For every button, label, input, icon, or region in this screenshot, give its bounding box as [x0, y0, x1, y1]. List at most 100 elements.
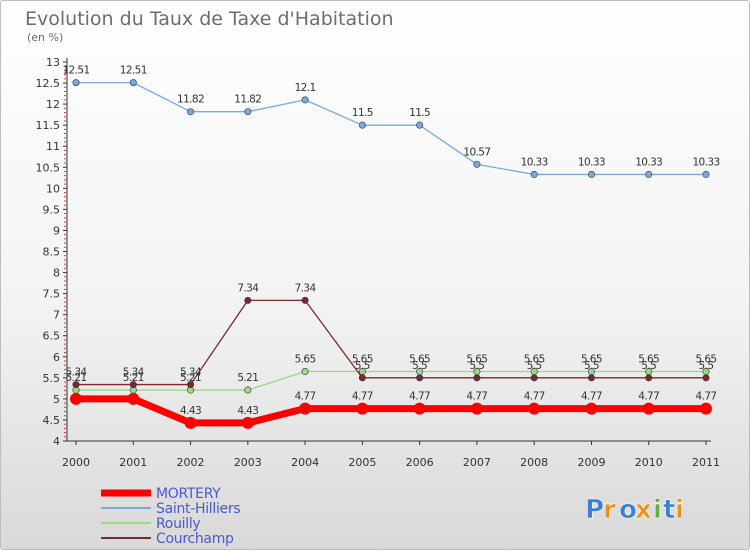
y-tick-label: 7.5	[43, 288, 61, 301]
data-point	[70, 392, 82, 405]
data-label: 12.1	[295, 82, 316, 94]
data-point	[645, 170, 653, 178]
data-label: 4.77	[638, 391, 659, 403]
data-label: 5.21	[66, 372, 87, 384]
data-label: 5.65	[638, 354, 659, 366]
data-point	[301, 296, 309, 304]
data-label: 4.77	[295, 391, 316, 403]
data-label: 10.57	[463, 146, 490, 158]
data-label: 11.82	[234, 94, 261, 106]
logo-letter: P	[585, 495, 605, 525]
logo-letter: o	[619, 495, 638, 525]
data-label: 4.77	[524, 391, 545, 403]
data-label: 4.77	[696, 391, 717, 403]
data-label: 5.5	[412, 360, 427, 372]
data-point	[587, 374, 595, 382]
data-point	[244, 386, 252, 394]
data-label: 7.34	[237, 282, 259, 294]
data-point	[700, 402, 712, 415]
data-label: 4.43	[180, 405, 201, 417]
x-tick-label: 2006	[406, 456, 434, 469]
y-tick-label: 6	[53, 351, 60, 364]
y-tick-label: 4.5	[43, 414, 61, 427]
series-mortery: 4.43 4.43 4.77 4.77 4.77 4.77 4.77 4.77 4.77 4.77	[70, 391, 717, 429]
data-point	[585, 402, 598, 415]
data-label: 5.65	[696, 354, 717, 366]
axes: 44.555.566.577.588.599.51010.51111.51212…	[36, 56, 721, 469]
y-tick-label: 5	[53, 393, 60, 406]
y-tick-label: 12.5	[36, 77, 61, 90]
data-label: 5.5	[699, 360, 714, 372]
series-line	[76, 299, 706, 386]
logo-letter: i	[653, 495, 663, 525]
series-rouilly: 5.21 5.21 5.21 5.215.65 5.65 5.65 5.65 5.65 5.65…	[66, 354, 717, 394]
y-tick-label: 12	[46, 98, 60, 111]
data-label: 5.65	[295, 354, 316, 366]
legend-label: Saint-Hilliers	[156, 501, 240, 517]
data-point	[299, 402, 312, 415]
x-tick-label: 2011	[692, 456, 720, 469]
series-layer: 12.51 12.51 11.82 11.82 12.1 11.5 11.5 10.57 10.…	[62, 65, 720, 429]
x-tick-label: 2010	[635, 456, 663, 469]
data-point	[187, 108, 195, 116]
series-courchamp: 5.34 5.34 5.347.34 7.345.5 5.5 5.5 5.5 5.5 5.5 5.…	[66, 282, 714, 389]
data-point	[416, 374, 424, 382]
data-label: 5.65	[352, 354, 373, 366]
data-point	[470, 402, 483, 415]
logo-letter: i	[675, 495, 685, 525]
y-tick-label: 4	[53, 435, 60, 448]
data-label: 5.34	[180, 367, 202, 379]
logo-letter: t	[663, 495, 676, 525]
data-point	[413, 402, 426, 415]
data-point	[241, 416, 254, 429]
x-tick-label: 2008	[520, 456, 548, 469]
chart-subtitle: (en %)	[27, 31, 63, 44]
series-saint-hilliers: 12.51 12.51 11.82 11.82 12.1 11.5 11.5 10.57 10.…	[62, 65, 720, 178]
data-point	[530, 170, 538, 178]
data-label: 7.34	[295, 282, 317, 294]
data-point	[358, 374, 366, 382]
y-tick-label: 8.5	[43, 246, 61, 259]
logo-letter: r	[603, 495, 617, 525]
data-label: 12.51	[62, 65, 89, 77]
data-label: 10.33	[635, 156, 662, 168]
data-point	[416, 121, 424, 129]
data-point	[530, 374, 538, 382]
data-label: 5.65	[524, 354, 545, 366]
data-label: 5.34	[123, 367, 145, 379]
y-tick-label: 11	[46, 140, 60, 153]
series-line	[76, 81, 706, 176]
series-line	[76, 370, 706, 391]
data-label: 4.77	[352, 391, 373, 403]
y-tick-label: 10.5	[36, 161, 61, 174]
data-point	[587, 170, 595, 178]
data-label: 5.5	[469, 360, 484, 372]
data-point	[528, 402, 541, 415]
data-point	[301, 368, 309, 376]
data-point	[72, 381, 80, 389]
x-tick-label: 2005	[348, 456, 376, 469]
data-point	[702, 374, 710, 382]
x-tick-label: 2009	[577, 456, 605, 469]
legend-label: MORTERY	[156, 486, 221, 502]
data-point	[187, 381, 195, 389]
data-point	[473, 160, 481, 168]
y-tick-label: 10	[46, 182, 60, 195]
data-label: 5.5	[584, 360, 599, 372]
data-point	[129, 381, 137, 389]
data-point	[645, 374, 653, 382]
data-point	[358, 121, 366, 129]
legend-label: Rouilly	[156, 516, 200, 532]
y-tick-label: 13	[46, 56, 60, 69]
x-tick-label: 2004	[291, 456, 319, 469]
data-label: 4.43	[237, 405, 258, 417]
data-point	[72, 79, 80, 87]
x-tick-label: 2001	[119, 456, 147, 469]
data-label: 5.21	[123, 372, 144, 384]
data-label: 5.5	[641, 360, 656, 372]
y-tick-label: 6.5	[43, 330, 61, 343]
data-label: 5.34	[66, 367, 88, 379]
